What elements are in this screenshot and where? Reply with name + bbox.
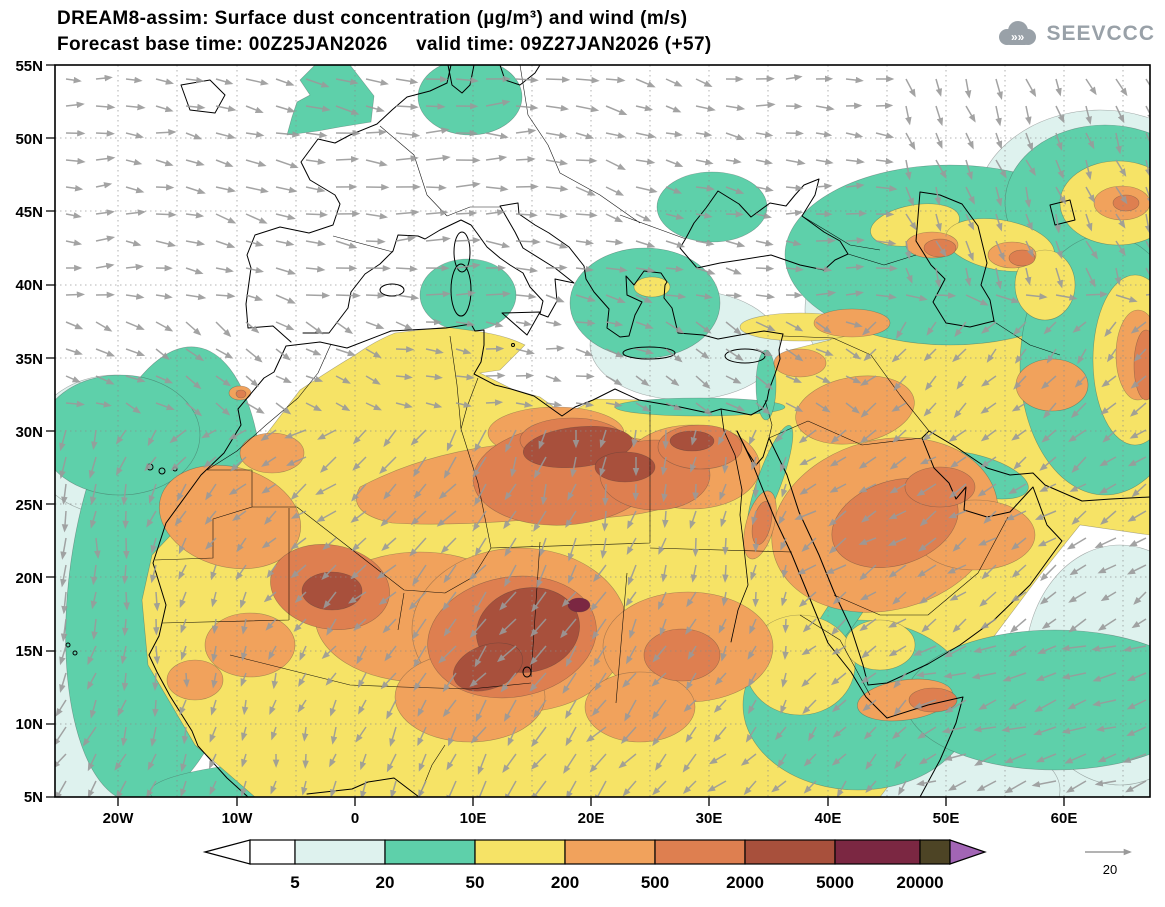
lon-label: 30E <box>696 810 723 825</box>
axis-ticks <box>46 64 1065 806</box>
title-line2: Forecast base time: 00Z25JAN2026 valid t… <box>57 34 712 55</box>
lon-label: 60E <box>1051 810 1078 825</box>
logo-text: SEEVCCC <box>1046 22 1155 45</box>
lat-axis: 55N 50N 45N 40N 35N 30N 25N 20N 15N 10N … <box>15 58 43 806</box>
lat-label: 35N <box>15 351 43 368</box>
colorbar-label: 5 <box>290 873 299 892</box>
coastlines <box>65 65 1150 797</box>
lon-axis: 20W 10W 0 10E 20E 30E 40E 50E 60E <box>103 810 1078 825</box>
colorbar: 5 20 50 200 500 2000 5000 20000 20 <box>202 839 1132 892</box>
colorbar-label: 20 <box>376 873 395 892</box>
colorbar-label: 50 <box>466 873 485 892</box>
lon-label: 0 <box>351 810 359 825</box>
colorbar-underflow-arrow <box>202 839 251 865</box>
cloud-icon: »» <box>999 21 1037 45</box>
lon-label: 20W <box>103 810 135 825</box>
lat-label: 45N <box>15 204 43 221</box>
colorbar-label: 5000 <box>816 873 854 892</box>
lon-label: 20E <box>578 810 605 825</box>
lat-label: 5N <box>24 789 43 806</box>
lat-label: 25N <box>15 497 43 514</box>
seevccc-logo: »» SEEVCCC <box>994 20 1155 48</box>
lat-label: 40N <box>15 277 43 294</box>
colorbar-label: 200 <box>551 873 579 892</box>
svg-text:»»: »» <box>1011 30 1025 44</box>
colorbar-overflow-arrow <box>949 839 987 865</box>
lat-label: 55N <box>15 58 43 75</box>
wind-reference-legend: 20 <box>1085 848 1132 877</box>
title-line1: DREAM8-assim: Surface dust concentration… <box>57 8 688 29</box>
wind-arrows <box>55 74 1150 797</box>
colorbar-label: 2000 <box>726 873 764 892</box>
figure-titles: DREAM8-assim: Surface dust concentration… <box>57 6 712 58</box>
lon-label: 50E <box>933 810 960 825</box>
lat-label: 20N <box>15 570 43 587</box>
lat-label: 15N <box>15 643 43 660</box>
colorbar-label: 20000 <box>896 873 943 892</box>
lat-label: 10N <box>15 716 43 733</box>
dust-field <box>55 65 1150 797</box>
dust-level-5000-20000 <box>567 597 591 613</box>
forecast-map: 55N 50N 45N 40N 35N 30N 25N 20N 15N 10N … <box>15 58 1151 825</box>
colorbar-label: 500 <box>641 873 669 892</box>
lon-label: 10W <box>222 810 254 825</box>
lon-label: 10E <box>460 810 487 825</box>
lon-label: 40E <box>815 810 842 825</box>
wind-reference-value: 20 <box>1103 862 1117 877</box>
lat-label: 30N <box>15 424 43 441</box>
lat-label: 50N <box>15 131 43 148</box>
colorbar-labels: 5 20 50 200 500 2000 5000 20000 <box>290 873 943 892</box>
